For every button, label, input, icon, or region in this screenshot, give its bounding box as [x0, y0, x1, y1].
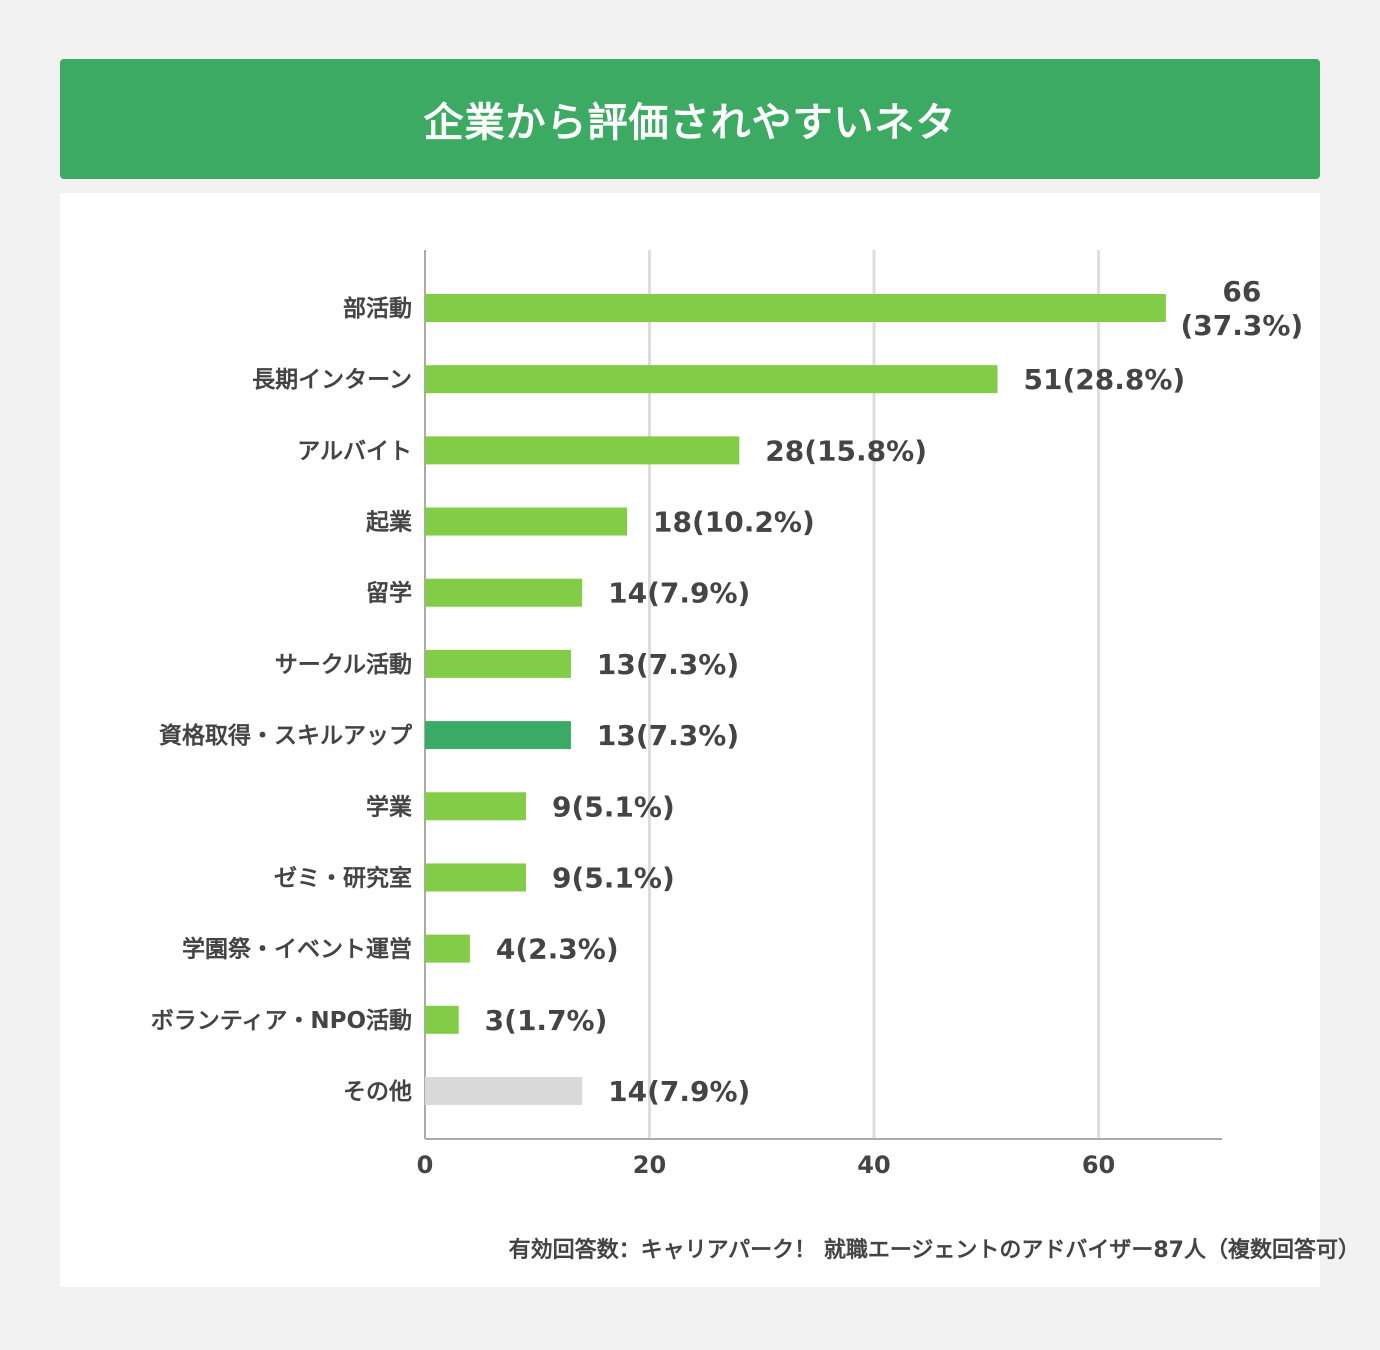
data-label: 9(5.1%): [552, 790, 675, 823]
bar: [425, 792, 527, 821]
category-label: 学業: [366, 793, 413, 820]
data-label: 14(7.9%): [608, 1075, 750, 1108]
bar: [425, 649, 571, 678]
bar: [425, 436, 740, 465]
chart-title: 企業から評価されやすいネタ: [423, 100, 957, 146]
bar: [425, 721, 571, 750]
category-label: 学園祭・イベント運営: [182, 936, 412, 963]
data-label: 4(2.3%): [496, 933, 619, 966]
category-label: 留学: [366, 580, 412, 607]
data-label: 14(7.9%): [608, 577, 750, 610]
data-label: 18(10.2%): [653, 506, 815, 539]
category-label: 資格取得・スキルアップ: [159, 722, 413, 749]
x-tick-label: 20: [633, 1151, 666, 1179]
x-tick-label: 0: [417, 1151, 434, 1179]
category-label: その他: [343, 1079, 412, 1105]
data-label: 66: [1222, 275, 1261, 308]
x-tick-label: 40: [857, 1151, 890, 1179]
data-label: 28(15.8%): [765, 434, 927, 467]
bar: [425, 365, 998, 394]
data-label: 51(28.8%): [1023, 363, 1185, 396]
footnote: 有効回答数：キャリアパーク！ 就職エージェントのアドバイザー87人（複数回答可）: [508, 1238, 1360, 1263]
category-label: 部活動: [343, 295, 412, 322]
category-label: 起業: [366, 509, 413, 536]
data-label: 13(7.3%): [597, 719, 739, 752]
chart-header: 企業から評価されやすいネタ: [60, 59, 1320, 179]
bar: [425, 578, 583, 607]
category-label: ゼミ・研究室: [274, 864, 412, 891]
x-tick-label: 60: [1082, 1151, 1115, 1179]
bar: [425, 1005, 459, 1034]
bar: [425, 1077, 583, 1105]
data-label: 3(1.7%): [485, 1004, 608, 1037]
data-label: 9(5.1%): [552, 861, 675, 894]
category-label: サークル活動: [275, 652, 412, 678]
data-label: 13(7.3%): [597, 648, 739, 681]
data-label-percent: (37.3%): [1181, 309, 1304, 342]
bar: [425, 934, 470, 963]
category-label: 長期インターン: [252, 367, 412, 393]
bar: [425, 507, 628, 536]
category-label: アルバイト: [297, 438, 412, 464]
bar: [425, 863, 527, 892]
category-label: ボランティア・NPO活動: [151, 1008, 412, 1034]
bar: [425, 294, 1166, 322]
